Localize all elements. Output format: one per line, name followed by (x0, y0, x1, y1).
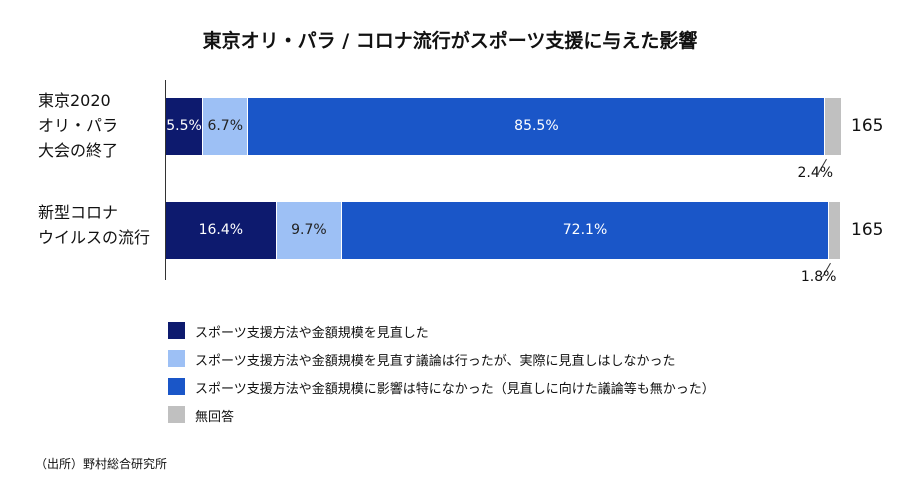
value-label: 16.4% (198, 222, 244, 238)
category-label: 東京2020 オリ・パラ 大会の終了 (38, 91, 119, 160)
bar-segment: 16.4% (166, 202, 277, 259)
bar-segment: 9.7% (276, 202, 343, 259)
legend-swatch (168, 406, 185, 423)
total-label: 165 (851, 116, 884, 136)
value-label: 72.1% (562, 222, 608, 238)
source: （出所）野村総合研究所 (35, 457, 168, 471)
bar-segment: 6.7% (203, 98, 249, 155)
axis-line (165, 80, 166, 280)
value-label: 2.4% (797, 165, 834, 181)
legend-label: スポーツ支援方法や金額規模を見直す議論は行ったが、実際に見直しはしなかった (195, 354, 676, 369)
category-label: 新型コロナ ウイルスの流行 (38, 203, 151, 247)
value-label: 6.7% (207, 118, 244, 134)
chart-title: 東京オリ・パラ / コロナ流行がスポーツ支援に与えた影響 (202, 30, 698, 52)
total-label: 165 (851, 220, 884, 240)
bar-segment: 5.5% (166, 98, 204, 155)
value-label: 5.5% (166, 118, 202, 134)
bar-segment (825, 98, 842, 155)
legend-swatch (168, 378, 185, 395)
value-label: 9.7% (291, 222, 327, 238)
legend-swatch (168, 322, 185, 339)
legend-swatch (168, 350, 185, 367)
value-label: 85.5% (514, 118, 559, 134)
bar-segment: 85.5% (248, 98, 826, 155)
bar-segment (828, 202, 841, 259)
legend-label: スポーツ支援方法や金額規模を見直した (195, 326, 429, 341)
legend-label: 無回答 (195, 410, 235, 425)
legend-label: スポーツ支援方法や金額規模に影響は特になかった（見直しに向けた議論等も無かった） (195, 382, 715, 397)
value-label: 1.8% (800, 269, 837, 285)
bar-segment: 72.1% (342, 202, 829, 259)
